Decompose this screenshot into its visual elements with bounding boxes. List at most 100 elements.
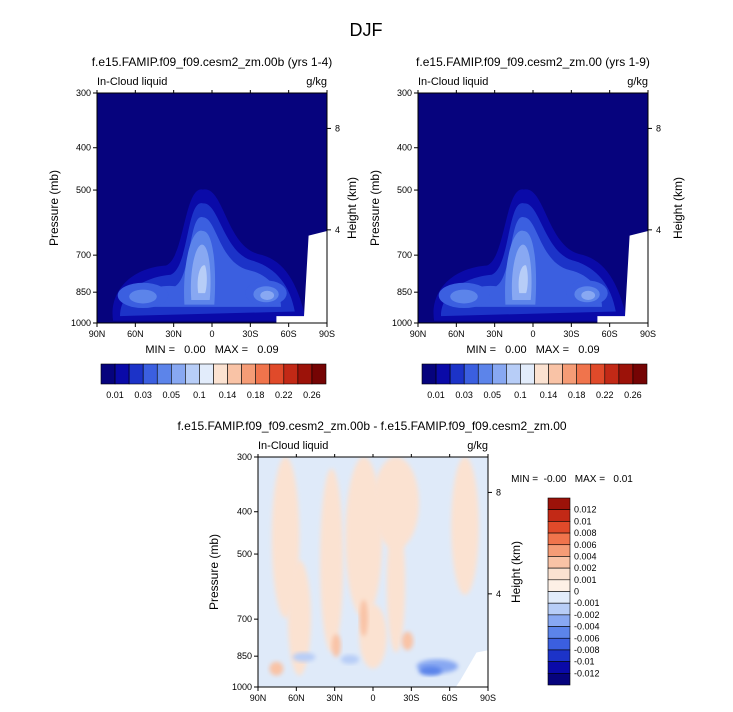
- y-tick-label: 400: [76, 143, 91, 153]
- colorbar-label: -0.006: [574, 633, 600, 643]
- y-tick-label: 500: [237, 549, 252, 559]
- x-tick-label: 60N: [288, 693, 305, 703]
- colorbar-swatch: [547, 649, 571, 662]
- panel-a-axes: 90N 60N 30N 0 30S 60S 90S 300 400 500 700 850 1000 8 4: [71, 88, 340, 339]
- panel-c-stats: MIN = -0.00 MAX = 0.01: [511, 474, 633, 485]
- colorbar-swatch: [477, 363, 493, 385]
- panel-c-colorbar: 0.0120.010.0080.0060.0040.0020.0010-0.00…: [547, 497, 600, 686]
- colorbar-label: 0.006: [574, 540, 597, 550]
- colorbar-swatch: [114, 363, 130, 385]
- colorbar-swatch: [269, 363, 285, 385]
- colorbar-swatch: [547, 556, 571, 569]
- colorbar-swatch: [297, 363, 313, 385]
- diff-anomaly: [386, 514, 406, 653]
- colorbar-swatch: [449, 363, 465, 385]
- colorbar-swatch: [185, 363, 200, 385]
- colorbar-swatch: [255, 363, 271, 385]
- x-tick-label: 90N: [410, 329, 427, 339]
- y-tick-label: 500: [76, 185, 91, 195]
- panel-a-ylabel: Pressure (mb): [47, 170, 61, 246]
- colorbar-swatch: [547, 614, 571, 627]
- x-tick-label: 60N: [127, 329, 144, 339]
- colorbar-swatch: [463, 363, 479, 385]
- diff-anomaly: [419, 666, 442, 676]
- y-right-tick-label: 8: [656, 123, 661, 133]
- colorbar-swatch: [142, 363, 158, 385]
- colorbar-label: 0.002: [574, 563, 597, 573]
- x-tick-label: 30S: [563, 329, 579, 339]
- colorbar-label: 0.001: [574, 575, 597, 585]
- colorbar-swatch: [506, 363, 521, 385]
- colorbar-label: 0.18: [568, 390, 586, 400]
- figure-title: DJF: [350, 20, 383, 40]
- panel-c-axes: 90N 60N 30N 0 30S 60S 90S 300 400 500 700 850 1000 8 4: [232, 452, 501, 703]
- panel-a-title: f.e15.FAMIP.f09_f09.cesm2_zm.00b (yrs 1-…: [92, 55, 333, 69]
- colorbar-swatch: [100, 363, 116, 385]
- panel-b-colorbar: 0.01 0.03 0.05 0.1 0.14 0.18 0.22 0.26: [421, 363, 648, 400]
- colorbar-label: -0.004: [574, 622, 600, 632]
- colorbar-label: 0.004: [574, 551, 597, 561]
- colorbar-swatch: [547, 602, 571, 616]
- panel-c-ylabel-right: Height (km): [509, 541, 523, 603]
- diff-anomaly: [340, 654, 360, 665]
- y-tick-label: 850: [237, 651, 252, 661]
- panel-b-subtitle-right: g/kg: [627, 76, 648, 88]
- colorbar-swatch: [520, 363, 535, 385]
- contour-lobe: [450, 289, 478, 304]
- x-tick-label: 90N: [250, 693, 267, 703]
- x-tick-label: 90S: [480, 693, 496, 703]
- colorbar-label: -0.008: [574, 645, 600, 655]
- diff-anomaly: [373, 457, 419, 549]
- y-tick-label: 300: [237, 452, 252, 462]
- panel-b-subtitle-left: In-Cloud liquid: [418, 76, 488, 88]
- panel-b: f.e15.FAMIP.f09_f09.cesm2_zm.00 (yrs 1-9…: [368, 55, 685, 400]
- colorbar-swatch: [547, 509, 571, 522]
- diff-anomaly: [331, 634, 341, 658]
- x-tick-label: 30S: [403, 693, 419, 703]
- x-tick-label: 60S: [442, 693, 458, 703]
- panel-b-plot-area: [418, 93, 648, 323]
- x-tick-label: 0: [209, 329, 214, 339]
- y-tick-label: 1000: [232, 682, 252, 692]
- diff-anomaly: [451, 457, 479, 595]
- colorbar-label: 0.01: [574, 516, 592, 526]
- contour-lobe: [129, 289, 157, 304]
- y-tick-label: 400: [237, 507, 252, 517]
- colorbar-label: 0.01: [427, 390, 445, 400]
- colorbar-swatch: [213, 363, 228, 385]
- y-right-tick-label: 4: [496, 589, 501, 599]
- panel-b-ylabel: Pressure (mb): [368, 170, 382, 246]
- colorbar-label: -0.002: [574, 610, 600, 620]
- y-tick-label: 1000: [71, 318, 91, 328]
- panel-c-title: f.e15.FAMIP.f09_f09.cesm2_zm.00b - f.e15…: [177, 419, 566, 433]
- missing-data-region: [597, 231, 648, 323]
- colorbar-label: 0.22: [275, 390, 293, 400]
- colorbar-label: 0.1: [193, 390, 206, 400]
- colorbar-swatch: [547, 673, 571, 686]
- panel-b-stats: MIN = 0.00 MAX = 0.09: [466, 344, 599, 356]
- colorbar-label: -0.001: [574, 598, 600, 608]
- colorbar-label: 0.01: [106, 390, 124, 400]
- colorbar-swatch: [547, 567, 571, 581]
- y-tick-label: 400: [397, 143, 412, 153]
- colorbar-swatch: [548, 363, 563, 385]
- colorbar-swatch: [547, 497, 571, 510]
- diff-anomaly: [401, 631, 414, 651]
- missing-data-region: [276, 231, 327, 323]
- y-tick-label: 850: [397, 287, 412, 297]
- colorbar-label: 0.26: [303, 390, 321, 400]
- panel-a-colorbar: 0.01 0.03 0.05 0.1 0.14 0.18 0.22 0.26: [100, 363, 327, 400]
- colorbar-swatch: [435, 363, 451, 385]
- x-tick-label: 30N: [486, 329, 503, 339]
- colorbar-swatch: [632, 363, 648, 385]
- y-right-tick-label: 8: [335, 123, 340, 133]
- colorbar-label: 0: [574, 587, 579, 597]
- x-tick-label: 60S: [281, 329, 297, 339]
- panel-a: f.e15.FAMIP.f09_f09.cesm2_zm.00b (yrs 1-…: [47, 55, 359, 400]
- missing-data-region: [455, 650, 488, 687]
- colorbar-swatch: [227, 363, 242, 385]
- colorbar-swatch: [576, 363, 592, 385]
- y-tick-label: 700: [76, 250, 91, 260]
- panel-a-subtitle-right: g/kg: [306, 76, 327, 88]
